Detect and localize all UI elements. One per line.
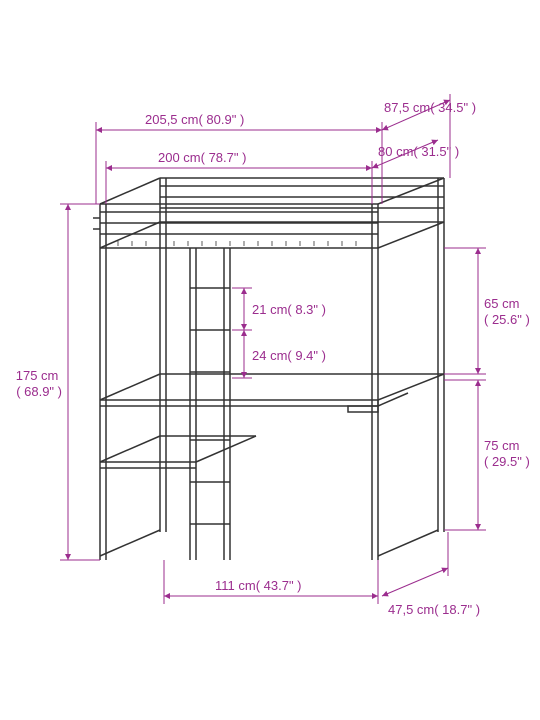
svg-text:65 cm ( 25.6" ): 65 cm ( 25.6" ) [484,296,530,327]
dim-underbed-cm: 65 cm [484,296,519,311]
dim-width-inner: 200 cm( 78.7" ) [158,150,246,165]
furniture-outline [93,178,444,560]
dim-height-cm: 175 cm [16,368,59,383]
dimension-drawing: 205,5 cm( 80.9" ) 87,5 cm( 34.5" ) 200 c… [0,0,540,720]
diagram-container: 205,5 cm( 80.9" ) 87,5 cm( 34.5" ) 200 c… [0,0,540,720]
dimensions-group: 205,5 cm( 80.9" ) 87,5 cm( 34.5" ) 200 c… [16,94,530,617]
svg-text:75 cm ( 29.5" ): 75 cm ( 29.5" ) [484,438,530,469]
dim-gap-upper: 21 cm( 8.3" ) [252,302,326,317]
dim-height-in: ( 68.9" ) [16,384,62,399]
dim-gap-lower: 24 cm( 9.4" ) [252,348,326,363]
dim-deskheight-in: ( 29.5" ) [484,454,530,469]
dim-depth-overall: 87,5 cm( 34.5" ) [384,100,476,115]
svg-text:175 cm ( 68.9" ): 175 cm ( 68.9" ) [16,368,62,399]
dim-depth-inner: 80 cm( 31.5" ) [378,144,459,159]
dim-underbed-in: ( 25.6" ) [484,312,530,327]
dim-deskheight-cm: 75 cm [484,438,519,453]
dim-side-width: 47,5 cm( 18.7" ) [388,602,480,617]
dim-desk-width: 111 cm( 43.7" ) [215,578,302,593]
dim-width-overall: 205,5 cm( 80.9" ) [145,112,244,127]
